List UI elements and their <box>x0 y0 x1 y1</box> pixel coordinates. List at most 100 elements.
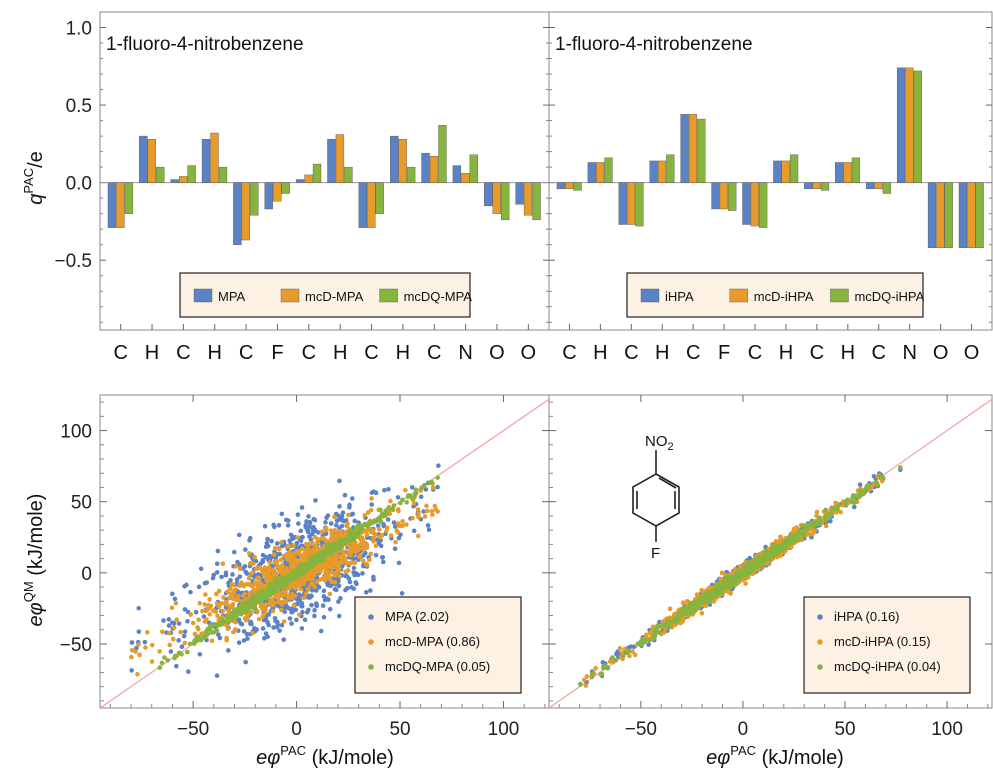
scatter-point <box>167 617 172 622</box>
scatter-point <box>207 597 212 602</box>
scatter-point <box>308 520 313 525</box>
scatter-point <box>230 582 235 587</box>
scatter-point <box>416 507 421 512</box>
bar <box>296 180 304 183</box>
scatter-point <box>369 502 374 507</box>
scatter-point <box>368 552 373 557</box>
bar <box>782 161 790 183</box>
scatter-point <box>307 548 312 553</box>
scatter-point <box>177 621 182 626</box>
scatter-point <box>297 612 302 617</box>
scatter-point <box>323 520 328 525</box>
scatter-point <box>392 503 397 508</box>
scatter-point <box>328 592 333 597</box>
x-tick-label: 50 <box>389 719 410 740</box>
scatter-point <box>185 619 190 624</box>
scatter-point <box>226 619 231 624</box>
scatter-point <box>392 520 397 525</box>
bar <box>139 136 147 183</box>
scatter-point <box>267 560 272 565</box>
scatter-point <box>209 630 214 635</box>
scatter-point <box>333 547 338 552</box>
scatter-point <box>241 601 246 606</box>
scatter-point <box>404 500 409 505</box>
scatter-point <box>329 565 334 570</box>
scatter-point <box>424 504 429 509</box>
scatter-point <box>224 570 229 575</box>
scatter-point <box>347 561 352 566</box>
scatter-point <box>276 600 281 605</box>
scatter-point <box>133 649 138 654</box>
scatter-point <box>374 553 379 558</box>
scatter-point <box>378 516 383 521</box>
scatter-point <box>386 487 391 492</box>
scatter-point <box>303 617 308 622</box>
scatter-point <box>778 535 783 540</box>
scatter-point <box>292 556 297 561</box>
scatter-point <box>203 619 208 624</box>
scatter-point <box>275 541 280 546</box>
atom-label: C <box>113 342 127 364</box>
scatter-point <box>252 555 257 560</box>
scatter-point <box>291 536 296 541</box>
scatter-point <box>245 636 250 641</box>
scatter-point <box>298 529 303 534</box>
atom-label: C <box>176 342 190 364</box>
scatter-point <box>203 592 208 597</box>
bar-chart-ihpa: C H C H C F C H C H C N O OiHPA mcD-iHPA mcDQ-iHPA <box>549 28 992 364</box>
scatter-point <box>329 579 334 584</box>
scatter-point <box>360 535 365 540</box>
scatter-point <box>646 638 651 643</box>
scatter-point <box>171 637 176 642</box>
bar <box>533 183 541 220</box>
scatter-point <box>273 619 278 624</box>
scatter-point <box>310 561 315 566</box>
scatter-point <box>256 599 261 604</box>
bar <box>759 183 767 228</box>
scatter-point <box>248 561 253 566</box>
scatter-point <box>273 582 278 587</box>
scatter-point <box>363 522 368 527</box>
scatter-point <box>182 584 187 589</box>
scatter-point <box>431 486 436 491</box>
scatter-point <box>261 626 266 631</box>
scatter-point <box>329 521 334 526</box>
scatter-point <box>382 488 387 493</box>
bar <box>728 183 736 211</box>
scatter-point <box>266 544 271 549</box>
bar <box>627 183 635 225</box>
scatter-point <box>435 475 440 480</box>
bar <box>516 183 524 205</box>
scatter-point <box>143 640 148 645</box>
atom-label: H <box>841 342 855 364</box>
scatter-point <box>334 534 339 539</box>
bar <box>305 175 313 183</box>
x-tick-label: 100 <box>488 719 520 740</box>
scatter-point <box>370 490 375 495</box>
scatter-point <box>326 549 331 554</box>
scatter-point <box>347 539 352 544</box>
atom-label: C <box>427 342 441 364</box>
scatter-point <box>304 591 309 596</box>
scatter-point <box>328 607 333 612</box>
scatter-point <box>396 521 401 526</box>
scatter-point <box>280 512 285 517</box>
scatter-point <box>333 562 338 567</box>
scatter-point <box>321 558 326 563</box>
scatter-point <box>182 634 187 639</box>
bar <box>484 183 492 206</box>
scatter-point <box>226 626 231 631</box>
atom-label: O <box>964 342 980 364</box>
scatter-point <box>172 625 177 630</box>
scatter-point <box>249 610 254 615</box>
scatter-point <box>343 569 348 574</box>
atom-label: C <box>562 342 576 364</box>
scatter-point <box>381 560 386 565</box>
scatter-point <box>371 577 376 582</box>
bar <box>171 180 179 183</box>
scatter-point <box>137 653 142 658</box>
scatter-point <box>161 618 166 623</box>
bar <box>883 183 891 194</box>
scatter-point <box>233 628 238 633</box>
legend-entry: mcD-MPA <box>305 289 364 304</box>
